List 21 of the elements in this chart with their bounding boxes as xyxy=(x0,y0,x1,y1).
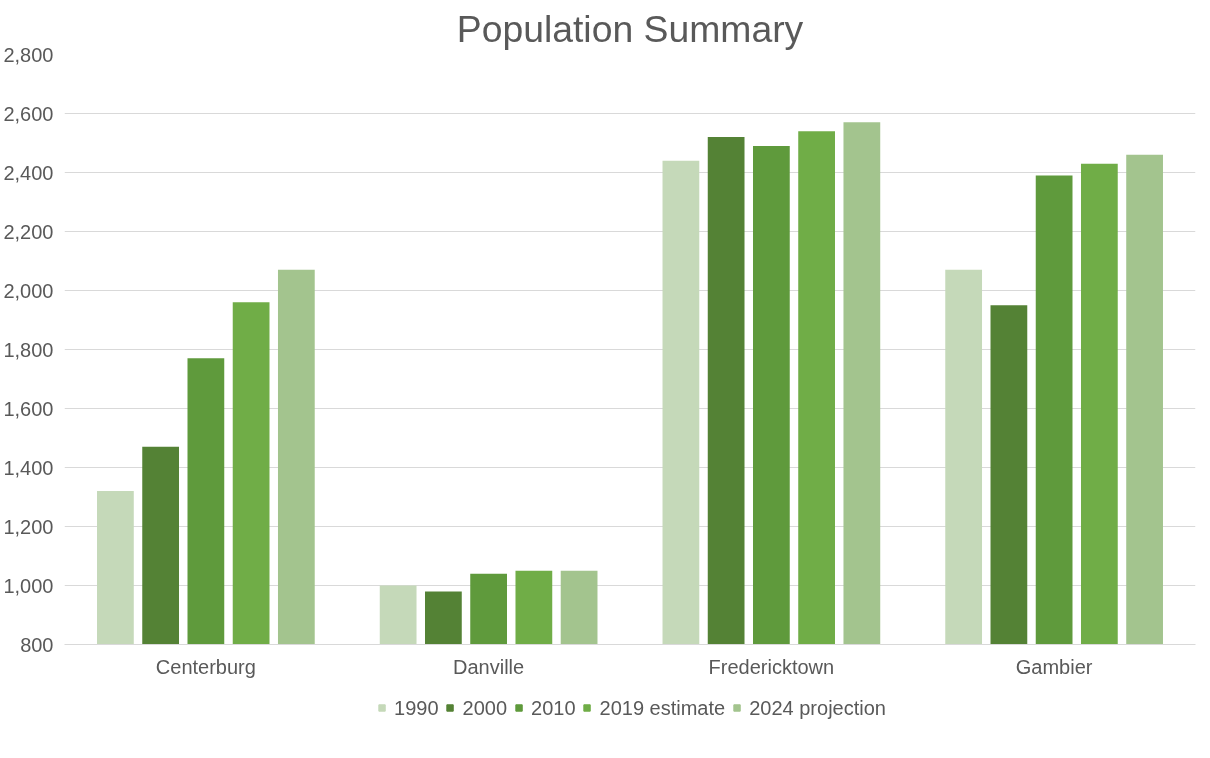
y-tick-label: 1,400 xyxy=(3,456,54,479)
x-tick-label: Danville xyxy=(453,655,525,678)
x-tick-label: Fredericktown xyxy=(708,655,835,678)
y-tick-label: 2,400 xyxy=(3,161,54,184)
y-tick-label: 1,000 xyxy=(3,574,54,597)
y-tick-label: 1,200 xyxy=(3,515,54,538)
x-tick-label: Centerburg xyxy=(155,655,256,678)
legend-label: 1990 xyxy=(394,696,439,719)
y-tick-label: 2,200 xyxy=(3,220,54,243)
legend-label: 2019 estimate xyxy=(599,696,726,719)
x-tick-label: Gambier xyxy=(1015,655,1093,678)
y-tick-label: 2,000 xyxy=(3,279,54,302)
chart-title: Population Summary xyxy=(456,7,804,50)
y-tick-label: 1,600 xyxy=(3,397,54,420)
y-tick-label: 800 xyxy=(20,633,54,656)
legend-label: 2010 xyxy=(531,696,576,719)
legend-label: 2000 xyxy=(462,696,508,719)
legend-label: 2024 projection xyxy=(749,696,886,719)
y-tick-label: 2,600 xyxy=(3,102,54,125)
y-tick-label: 2,800 xyxy=(3,43,54,66)
y-tick-label: 1,800 xyxy=(3,338,54,361)
